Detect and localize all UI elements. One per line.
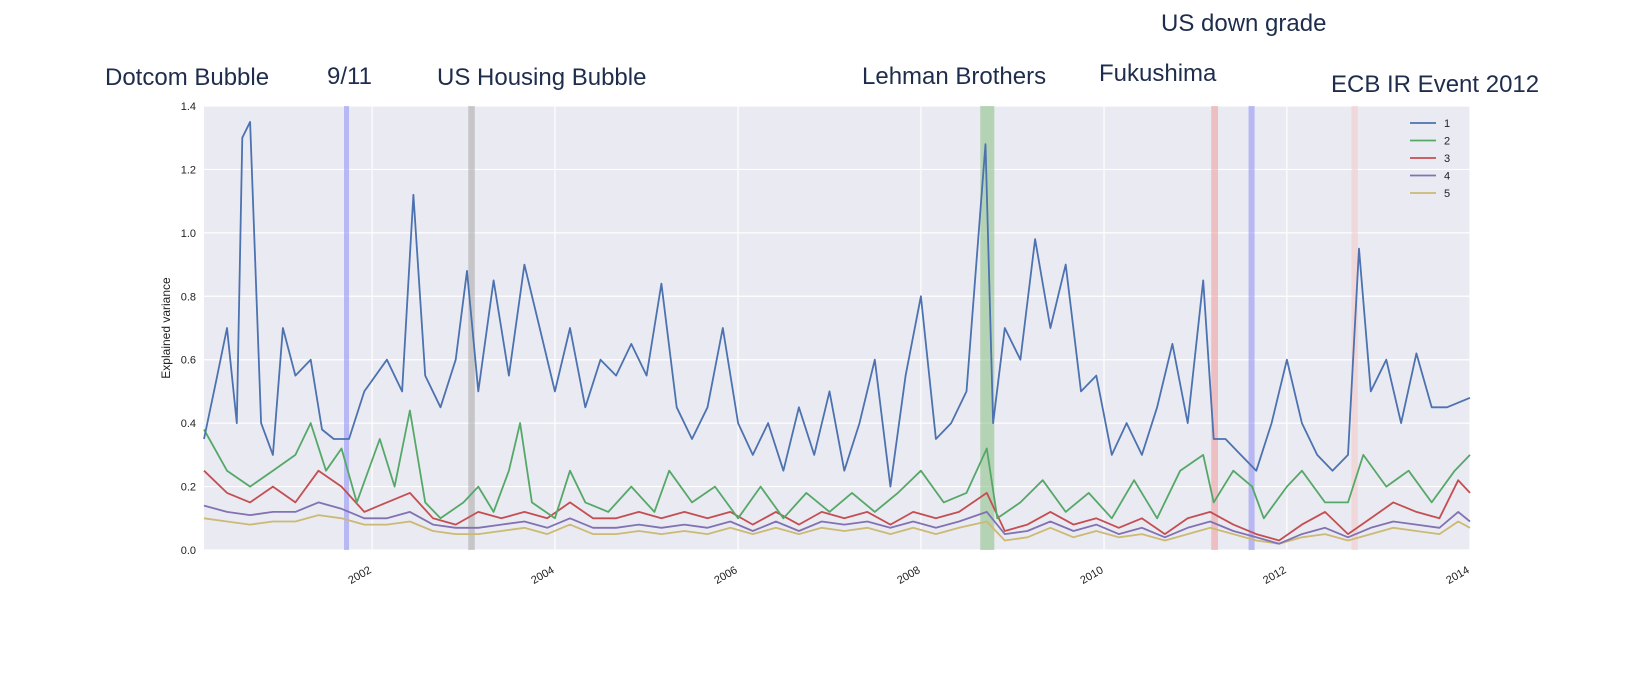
legend-label-1: 1 (1444, 118, 1450, 130)
x-tick-label: 2008 (895, 564, 922, 587)
series-lines (203, 121, 1471, 545)
x-tick-label: 2012 (1261, 564, 1288, 587)
legend-label-5: 5 (1444, 188, 1450, 200)
event-labels: Dotcom Bubble 9/11 US Housing Bubble Leh… (105, 10, 1539, 98)
series-line-5 (203, 514, 1471, 545)
event-band (1211, 106, 1219, 550)
event-label-fukushima: Fukushima (1099, 60, 1217, 87)
x-tick-label: 2004 (529, 564, 556, 587)
x-axis-ticks: 2002 2004 2006 2008 2010 2012 2014 (346, 564, 1471, 587)
plot-background (204, 106, 1470, 550)
y-tick-label: 1.4 (181, 101, 196, 113)
event-label-us-housing-bubble: US Housing Bubble (437, 64, 646, 91)
series-line-1 (203, 121, 1471, 488)
legend: 1 2 3 4 5 (1410, 118, 1450, 200)
legend-label-2: 2 (1444, 136, 1450, 148)
event-label-dotcom-bubble: Dotcom Bubble (105, 64, 269, 91)
y-tick-label: 0.2 (181, 482, 196, 494)
grid (204, 105, 1471, 551)
event-band (980, 106, 995, 550)
event-label-ecb-ir-event-2012: ECB IR Event 2012 (1331, 71, 1539, 98)
y-tick-label: 0.0 (181, 545, 196, 557)
x-tick-label: 2002 (346, 564, 373, 587)
y-tick-label: 0.8 (181, 291, 196, 303)
event-label-us-down-grade: US down grade (1161, 10, 1326, 37)
y-tick-label: 1.0 (181, 228, 196, 240)
event-label-9-11: 9/11 (327, 63, 372, 90)
event-band (344, 106, 350, 550)
x-tick-label: 2014 (1444, 564, 1471, 587)
series-line-4 (203, 501, 1471, 545)
x-tick-label: 2006 (712, 564, 739, 587)
y-tick-label: 1.2 (181, 164, 196, 176)
series-line-2 (203, 409, 1471, 520)
y-tick-label: 0.6 (181, 355, 196, 367)
event-band (1248, 106, 1255, 550)
event-label-lehman-brothers: Lehman Brothers (862, 63, 1046, 90)
y-tick-label: 0.4 (181, 418, 196, 430)
y-axis-label: Explained variance (159, 277, 173, 379)
legend-label-3: 3 (1444, 153, 1450, 165)
series-line-3 (203, 469, 1471, 542)
y-axis-ticks: 0.0 0.2 0.4 0.6 0.8 1.0 1.2 1.4 (181, 101, 196, 557)
legend-label-4: 4 (1444, 171, 1450, 183)
x-tick-label: 2010 (1078, 564, 1105, 587)
